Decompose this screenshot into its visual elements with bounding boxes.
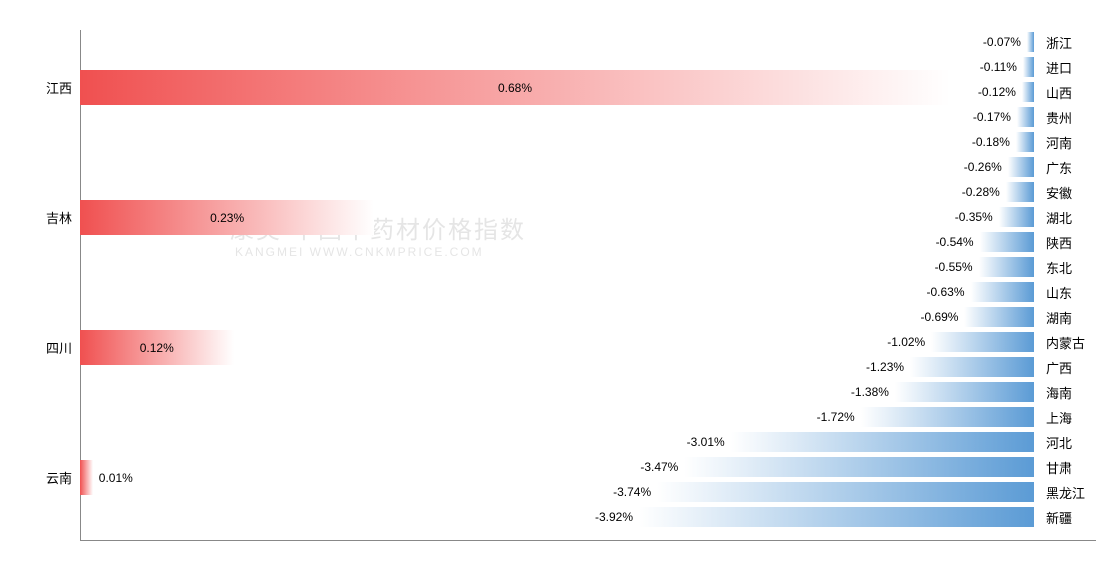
positive-bar-value: 0.23% — [210, 211, 244, 225]
negative-bar-value: -1.38% — [851, 385, 889, 399]
negative-bar-value: -1.02% — [887, 335, 925, 349]
negative-bar-value: -0.35% — [955, 210, 993, 224]
negative-bar: -0.11% — [1023, 57, 1034, 77]
negative-bar-row: -1.02% 内蒙古 — [636, 332, 1096, 352]
negative-bar: -1.38% — [895, 382, 1034, 402]
negative-bar-value: -0.54% — [936, 235, 974, 249]
chart-container: 康美·中国中药材价格指数 KANGMEI WWW.CNKMPRICE.COM 江… — [80, 30, 1096, 541]
negative-bar: -1.23% — [910, 357, 1034, 377]
negative-bar-value: -0.69% — [920, 310, 958, 324]
negative-bar-row: -0.26% 广东 — [636, 157, 1096, 177]
negative-bar-label: 东北 — [1046, 258, 1096, 277]
negative-bars-area: -0.07% 浙江 -0.11% 进口 -0.12% 山西 -0.17% 贵州 -0.18% 河南… — [636, 30, 1096, 541]
negative-bar-row: -0.54% 陕西 — [636, 232, 1096, 252]
positive-bar-value: 0.68% — [498, 81, 532, 95]
negative-bar-label: 湖南 — [1046, 308, 1096, 327]
negative-bar-value: -0.18% — [972, 135, 1010, 149]
negative-bar: -0.35% — [999, 207, 1034, 227]
negative-bar: -0.63% — [971, 282, 1034, 302]
negative-bar-row: -0.55% 东北 — [636, 257, 1096, 277]
negative-bar-value: -3.47% — [640, 460, 678, 474]
negative-bar: -1.02% — [931, 332, 1034, 352]
negative-bar-label: 甘肃 — [1046, 458, 1096, 477]
negative-bar: -0.69% — [964, 307, 1034, 327]
negative-bar-label: 黑龙江 — [1046, 483, 1096, 502]
negative-bar-value: -0.07% — [983, 35, 1021, 49]
negative-bar-row: -1.72% 上海 — [636, 407, 1096, 427]
negative-bar: -0.55% — [979, 257, 1034, 277]
positive-bar-value: 0.01% — [99, 471, 133, 485]
negative-bar-row: -0.17% 贵州 — [636, 107, 1096, 127]
negative-bar-label: 安徽 — [1046, 183, 1096, 202]
negative-bar-row: -0.63% 山东 — [636, 282, 1096, 302]
negative-bar-row: -1.23% 广西 — [636, 357, 1096, 377]
negative-bar-label: 广东 — [1046, 158, 1096, 177]
negative-bar-value: -3.74% — [613, 485, 651, 499]
negative-bar-label: 进口 — [1046, 58, 1096, 77]
negative-bar: -1.72% — [861, 407, 1034, 427]
negative-bar-value: -3.92% — [595, 510, 633, 524]
negative-bar-label: 陕西 — [1046, 233, 1096, 252]
positive-bar-label: 吉林 — [12, 208, 72, 227]
negative-bar: -0.54% — [980, 232, 1034, 252]
negative-bar-row: -0.18% 河南 — [636, 132, 1096, 152]
negative-bar-value: -1.72% — [817, 410, 855, 424]
positive-bar-label: 四川 — [12, 338, 72, 357]
positive-bar-label: 江西 — [12, 78, 72, 97]
negative-bar: -0.17% — [1017, 107, 1034, 127]
negative-bar-label: 海南 — [1046, 383, 1096, 402]
negative-bar: -3.92% — [639, 507, 1034, 527]
negative-bar-row: -3.01% 河北 — [636, 432, 1096, 452]
negative-bar-row: -0.28% 安徽 — [636, 182, 1096, 202]
negative-bar: -0.07% — [1027, 32, 1034, 52]
negative-bar-value: -0.28% — [962, 185, 1000, 199]
negative-bar: -0.26% — [1008, 157, 1034, 177]
negative-bar-value: -0.63% — [927, 285, 965, 299]
negative-bar-value: -3.01% — [687, 435, 725, 449]
negative-bar-value: -0.55% — [935, 260, 973, 274]
negative-bar: -0.12% — [1022, 82, 1034, 102]
negative-bar: -0.18% — [1016, 132, 1034, 152]
positive-bar-label: 云南 — [12, 468, 72, 487]
negative-bar: -0.28% — [1006, 182, 1034, 202]
negative-bar-value: -0.11% — [980, 60, 1017, 74]
negative-bar-label: 河北 — [1046, 433, 1096, 452]
negative-bar-label: 山西 — [1046, 83, 1096, 102]
negative-bar-label: 内蒙古 — [1046, 333, 1096, 352]
negative-bar-label: 山东 — [1046, 283, 1096, 302]
positive-bar-value: 0.12% — [140, 341, 174, 355]
negative-bar-value: -0.26% — [964, 160, 1002, 174]
negative-bar-row: -1.38% 海南 — [636, 382, 1096, 402]
negative-bar-row: -3.92% 新疆 — [636, 507, 1096, 527]
negative-bar: -3.01% — [731, 432, 1034, 452]
negative-bar-label: 广西 — [1046, 358, 1096, 377]
negative-bar-row: -3.47% 甘肃 — [636, 457, 1096, 477]
negative-bar-row: -0.12% 山西 — [636, 82, 1096, 102]
negative-bar-value: -1.23% — [866, 360, 904, 374]
negative-bar-label: 浙江 — [1046, 33, 1096, 52]
negative-bar: -3.74% — [657, 482, 1034, 502]
negative-bar-row: -0.35% 湖北 — [636, 207, 1096, 227]
negative-bar-value: -0.17% — [973, 110, 1011, 124]
negative-bar-row: -3.74% 黑龙江 — [636, 482, 1096, 502]
negative-bar-row: -0.07% 浙江 — [636, 32, 1096, 52]
positive-bar: 0.12% — [80, 330, 234, 365]
negative-bar-label: 河南 — [1046, 133, 1096, 152]
negative-bar-label: 贵州 — [1046, 108, 1096, 127]
negative-bar-value: -0.12% — [978, 85, 1016, 99]
negative-bar: -3.47% — [684, 457, 1034, 477]
positive-bar: 0.23% — [80, 200, 374, 235]
negative-bar-label: 上海 — [1046, 408, 1096, 427]
negative-bar-row: -0.11% 进口 — [636, 57, 1096, 77]
negative-bar-label: 新疆 — [1046, 508, 1096, 527]
negative-bar-row: -0.69% 湖南 — [636, 307, 1096, 327]
positive-bar: 0.01% — [80, 460, 93, 495]
negative-bar-label: 湖北 — [1046, 208, 1096, 227]
